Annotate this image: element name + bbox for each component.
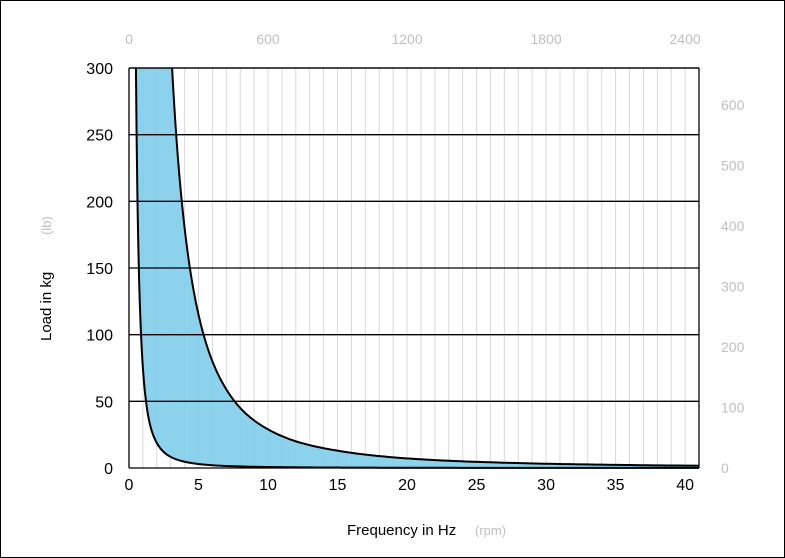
x-tick-label: 0 [125,477,134,494]
axes-lines [128,67,700,469]
x-tick-label: 40 [676,477,694,494]
x-tick-label: 20 [398,477,416,494]
x-tick-labels: 0 5 10 15 20 25 30 35 40 [125,477,695,494]
x2-tick-label: 1800 [530,31,561,47]
y-tick-label: 200 [86,194,113,211]
horizontal-gridlines [129,67,699,402]
x2-tick-label: 600 [256,31,280,47]
y-tick-label: 100 [86,328,113,345]
load-band-fill [135,68,699,468]
y-tick-label: 150 [86,261,113,278]
y2-tick-label: 600 [721,97,745,113]
x2-tick-labels: 0 600 1200 1800 2400 [125,31,701,47]
y-axis-title: Load in kg [38,272,55,341]
x-tick-label: 15 [329,477,347,494]
y-tick-labels: 0 50 100 150 200 250 300 [86,61,113,478]
y2-tick-labels: 0 100 200 300 400 500 600 [721,97,745,476]
y-tick-label: 50 [95,394,113,411]
y2-tick-label: 200 [721,339,745,355]
upper-boundary-curve [171,67,700,467]
x-tick-label: 5 [194,477,203,494]
y-tick-label: 0 [104,461,113,478]
x-axis-title: Frequency in Hz [347,522,456,539]
y-tick-label: 250 [86,128,113,145]
y2-tick-label: 500 [721,158,745,174]
x2-tick-label: 0 [125,31,133,47]
x-tick-label: 25 [468,477,486,494]
y2-tick-label: 100 [721,400,745,416]
y2-tick-label: 300 [721,279,745,295]
y2-tick-label: 400 [721,218,745,234]
x2-tick-label: 2400 [670,31,701,47]
x-axis-secondary-title: (rpm) [475,523,506,538]
x-tick-label: 35 [607,477,625,494]
x2-tick-label: 1200 [391,31,422,47]
y-tick-label: 300 [86,61,113,78]
y2-tick-label: 0 [721,460,729,476]
filled-load-band [135,68,699,468]
x-tick-label: 30 [537,477,555,494]
x-tick-label: 10 [259,477,277,494]
y-axis-secondary-title: (lb) [39,216,54,235]
